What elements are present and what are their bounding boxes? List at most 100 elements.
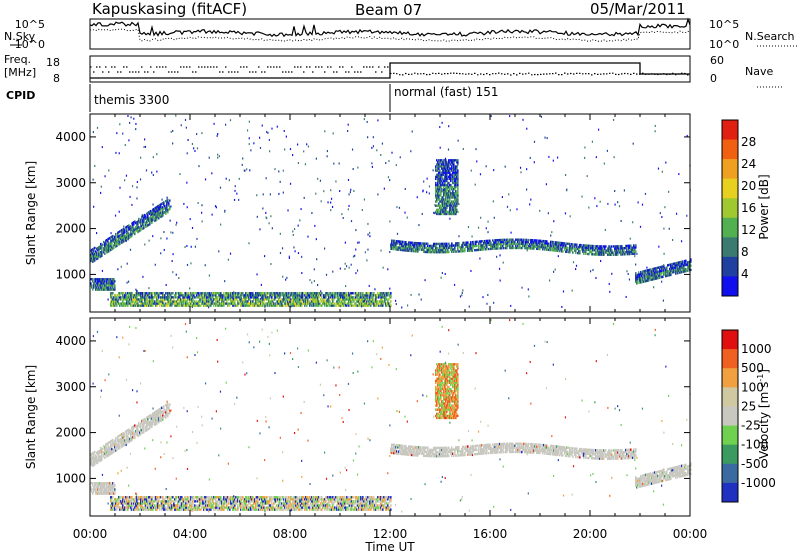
power-cell (131, 203, 133, 206)
power-cell (123, 225, 125, 228)
power-cell (439, 185, 441, 189)
power-cell (393, 241, 395, 245)
power-cell (371, 292, 373, 295)
velocity-cell (118, 443, 120, 446)
power-cell (599, 245, 601, 248)
power-cell (410, 241, 412, 244)
power-cell (316, 296, 318, 299)
power-cell (450, 194, 452, 197)
power-cell (234, 189, 236, 192)
velocity-cell (128, 502, 130, 505)
power-cell (299, 298, 301, 301)
power-cell (449, 188, 451, 191)
power-cell (653, 267, 655, 270)
power-cell (178, 276, 180, 279)
power-cell (202, 294, 204, 297)
power-cell (132, 300, 134, 303)
velocity-cell (109, 451, 111, 454)
power-cell (614, 203, 616, 206)
power-cell (359, 294, 361, 297)
power-cell (327, 292, 329, 295)
power-cell (593, 253, 595, 256)
power-cell (100, 278, 102, 281)
power-cell (501, 196, 504, 199)
power-cell (457, 179, 459, 183)
velocity-cell (122, 506, 124, 509)
power-cell (246, 168, 248, 171)
power-cell (95, 280, 97, 283)
power-cell (101, 250, 103, 253)
power-cell (109, 245, 111, 248)
power-cell (121, 241, 123, 244)
power-cell (675, 270, 677, 273)
power-cell (341, 302, 343, 305)
power-cell (453, 192, 455, 195)
power-cell (676, 261, 678, 265)
power-cell (105, 243, 107, 247)
power-cell (160, 207, 162, 210)
velocity-cell (92, 482, 94, 485)
power-cell (148, 304, 150, 307)
power-cell (150, 300, 152, 303)
power-cell (94, 257, 96, 260)
power-cell (440, 244, 442, 248)
power-cell (258, 298, 260, 301)
power-cell (471, 243, 473, 246)
power-cell (106, 288, 108, 291)
power-cell (112, 288, 114, 291)
power-cell (186, 244, 188, 247)
power-cell (205, 292, 207, 295)
power-cell (273, 304, 275, 307)
power-cell (142, 304, 144, 307)
power-cell (313, 268, 315, 271)
power-cell (163, 302, 165, 305)
velocity-cell (100, 486, 102, 489)
power-cell (358, 298, 360, 301)
velocity-cell (166, 407, 168, 410)
velocity-cell (146, 420, 148, 424)
power-cell (330, 296, 332, 299)
power-cell (444, 177, 446, 181)
power-cell (291, 300, 293, 303)
power-cell (668, 274, 670, 277)
power-cell (364, 304, 366, 307)
power-cell (455, 173, 457, 176)
power-cell (594, 197, 596, 200)
power-cell (196, 292, 198, 295)
power-cell (366, 300, 368, 303)
power-cell (550, 248, 552, 252)
power-cell (162, 294, 164, 297)
power-cell (611, 249, 613, 252)
power-cell (175, 296, 177, 299)
power-cell (216, 300, 218, 303)
power-cell (166, 237, 168, 240)
power-cell (246, 302, 248, 305)
power-cell (243, 300, 245, 303)
power-cell (641, 203, 644, 206)
power-cell (642, 276, 644, 279)
power-cell (279, 292, 281, 295)
velocity-cell (118, 447, 120, 450)
velocity-cell (106, 486, 108, 489)
power-cell (450, 210, 452, 214)
power-cell (240, 294, 242, 297)
power-cell (285, 294, 287, 297)
power-cell (111, 280, 113, 283)
power-cell (386, 304, 388, 307)
power-cell (629, 252, 631, 256)
power-cell (126, 296, 128, 299)
power-cell (228, 296, 230, 299)
power-cell (438, 177, 440, 181)
velocity-cell (119, 508, 121, 511)
power-cell (676, 263, 678, 267)
power-cell (450, 246, 452, 249)
power-cell (114, 239, 116, 243)
power-cell (164, 296, 166, 299)
power-cell (144, 215, 146, 219)
power-cell (118, 302, 120, 305)
velocity-cell (106, 482, 108, 485)
power-cell (456, 198, 458, 201)
power-cell (651, 270, 653, 273)
power-cell (455, 242, 457, 245)
power-cell (426, 250, 428, 254)
